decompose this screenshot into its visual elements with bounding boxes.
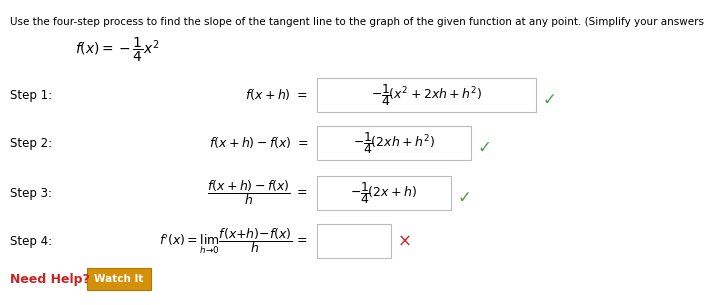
Text: $f(x) = -\dfrac{1}{4}x^2$: $f(x) = -\dfrac{1}{4}x^2$ (75, 36, 159, 64)
FancyBboxPatch shape (317, 224, 391, 258)
Text: $f(x + h) - f(x)\ =$: $f(x + h) - f(x)\ =$ (209, 135, 308, 150)
Text: $f(x + h)\ =$: $f(x + h)\ =$ (245, 88, 308, 102)
Text: $\dfrac{f(x + h) - f(x)}{h}\ =$: $\dfrac{f(x + h) - f(x)}{h}\ =$ (207, 178, 308, 207)
Text: $-\dfrac{1}{4}\!\left(2x + h\right)$: $-\dfrac{1}{4}\!\left(2x + h\right)$ (350, 180, 417, 206)
Text: Use the four-step process to find the slope of the tangent line to the graph of : Use the four-step process to find the sl… (10, 17, 705, 27)
FancyBboxPatch shape (317, 176, 451, 210)
FancyBboxPatch shape (317, 126, 471, 160)
Text: $\times$: $\times$ (397, 232, 411, 250)
FancyBboxPatch shape (87, 268, 151, 290)
Text: $\checkmark$: $\checkmark$ (458, 188, 470, 206)
Text: $f'(x) = \lim_{h \to 0}\dfrac{f(x + h) - f(x)}{h}\ =$: $f'(x) = \lim_{h \to 0}\dfrac{f(x + h) -… (159, 226, 308, 256)
Text: Step 1:: Step 1: (10, 88, 52, 102)
Text: $-\dfrac{1}{4}\!\left(2xh + h^2\right)$: $-\dfrac{1}{4}\!\left(2xh + h^2\right)$ (353, 130, 435, 156)
Text: Step 4:: Step 4: (10, 235, 52, 247)
Text: $\checkmark$: $\checkmark$ (542, 90, 556, 108)
FancyBboxPatch shape (317, 78, 536, 112)
Text: Step 3:: Step 3: (10, 186, 52, 199)
Text: Step 2:: Step 2: (10, 137, 52, 149)
Text: Need Help?: Need Help? (10, 274, 90, 286)
Text: $-\dfrac{1}{4}\!\left(x^2 + 2xh + h^2\right)$: $-\dfrac{1}{4}\!\left(x^2 + 2xh + h^2\ri… (371, 82, 482, 108)
Text: Watch It: Watch It (94, 274, 144, 284)
Text: $\checkmark$: $\checkmark$ (477, 138, 491, 156)
